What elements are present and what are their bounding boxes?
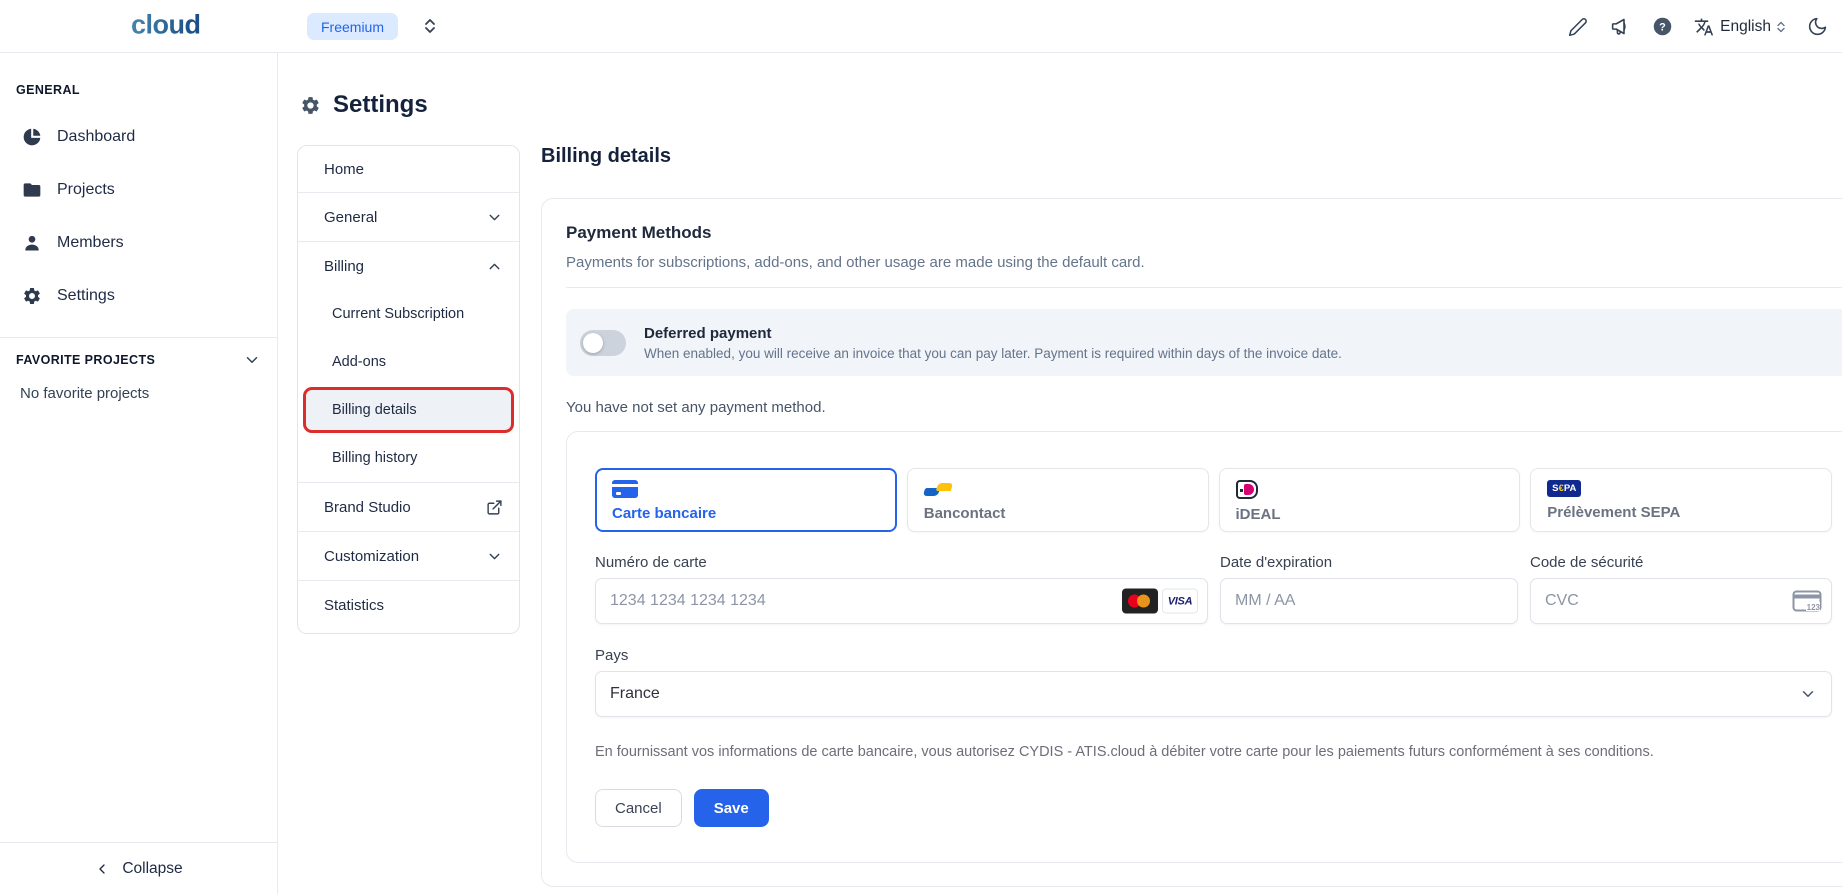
- toggle-knob: [583, 332, 603, 353]
- nav-item-home[interactable]: Home: [324, 160, 365, 178]
- annotation-red-box: Billing details: [298, 386, 519, 434]
- plan-badge[interactable]: Freemium: [307, 13, 399, 40]
- country-label: Pays: [595, 647, 629, 664]
- page-title: Settings: [333, 91, 428, 118]
- country-value: France: [610, 685, 660, 702]
- cvc-input[interactable]: [1530, 578, 1832, 624]
- card-number-input[interactable]: [595, 578, 1208, 624]
- sidebar-item-members[interactable]: Members: [0, 216, 277, 269]
- sidebar-collapse-button[interactable]: Collapse: [0, 842, 277, 894]
- bancontact-icon: [922, 482, 954, 498]
- expiry-label: Date d'expiration: [1220, 554, 1333, 571]
- nav-item-customization[interactable]: Customization: [298, 531, 519, 580]
- megaphone-icon[interactable]: [1609, 16, 1631, 38]
- payment-method-tabs: Carte bancaire Bancontact iDEAL S € PA Pré…: [595, 468, 1832, 532]
- nav-item-billing[interactable]: Billing: [298, 241, 519, 290]
- ideal-icon: [1235, 480, 1258, 499]
- card-number-field-group: Numéro de carte VISA: [595, 554, 1208, 624]
- mastercard-icon: [1122, 588, 1158, 614]
- chevron-up-icon: [486, 258, 503, 275]
- page-title-row: Settings: [300, 91, 428, 119]
- svg-text:?: ?: [1659, 21, 1666, 33]
- content-area: Settings Home General Billing Current Su…: [278, 53, 1842, 894]
- tab-sepa[interactable]: S € PA Prélèvement SEPA: [1530, 468, 1832, 532]
- sidebar: GENERAL Dashboard Projects Members Setti…: [0, 53, 278, 894]
- save-button[interactable]: Save: [693, 789, 769, 827]
- chevron-left-icon: [99, 863, 106, 874]
- nav-item-general[interactable]: General: [298, 192, 519, 241]
- card-icon: [612, 480, 638, 498]
- person-icon: [25, 235, 39, 250]
- billing-details-heading: Billing details: [541, 145, 672, 167]
- divider: [566, 287, 1842, 288]
- help-icon[interactable]: ?: [1651, 16, 1673, 38]
- nav-item-current-subscription[interactable]: Current Subscription: [332, 306, 465, 322]
- nav-item-billing-details[interactable]: Billing details: [303, 387, 514, 433]
- pie-chart-icon: [23, 128, 41, 145]
- cvc-card-icon: 123: [1792, 590, 1822, 612]
- card-subtitle: Payments for subscriptions, add-ons, and…: [566, 254, 1145, 271]
- sidebar-item-dashboard[interactable]: Dashboard: [0, 110, 277, 163]
- language-caret-icon: [1776, 21, 1786, 33]
- country-select[interactable]: France: [595, 671, 1832, 717]
- visa-icon: VISA: [1162, 588, 1198, 614]
- sidebar-item-settings[interactable]: Settings: [0, 269, 277, 322]
- sidebar-section-favorites[interactable]: FAVORITE PROJECTS: [16, 351, 261, 369]
- sidebar-item-label: Members: [57, 233, 124, 251]
- language-selector[interactable]: English: [1693, 16, 1786, 38]
- topbar-actions: ? English: [1567, 0, 1828, 53]
- gear-icon: [302, 96, 319, 114]
- tab-bancontact[interactable]: Bancontact: [906, 468, 1209, 532]
- deferred-payment-description: When enabled, you will receive an invoic…: [644, 345, 1342, 361]
- sidebar-item-projects[interactable]: Projects: [0, 163, 277, 216]
- plan-switcher-caret-icon[interactable]: [416, 12, 444, 40]
- chevron-down-icon: [486, 548, 503, 565]
- payment-form-card: Carte bancaire Bancontact iDEAL S € PA Pré…: [566, 431, 1842, 863]
- cancel-button[interactable]: Cancel: [595, 789, 682, 827]
- app-logo[interactable]: cloud: [131, 9, 201, 40]
- card-number-label: Numéro de carte: [595, 554, 707, 571]
- svg-text:123: 123: [1807, 603, 1821, 612]
- favorites-empty-text: No favorite projects: [20, 385, 150, 402]
- sepa-icon: S € PA: [1547, 480, 1582, 497]
- expiry-field-group: Date d'expiration: [1220, 554, 1518, 624]
- gear-icon: [24, 287, 40, 304]
- chevron-down-icon: [1799, 685, 1817, 703]
- language-label: English: [1720, 17, 1771, 35]
- nav-item-billing-history[interactable]: Billing history: [332, 450, 418, 466]
- no-payment-method-notice: You have not set any payment method.: [566, 399, 826, 416]
- card-title: Payment Methods: [566, 223, 712, 242]
- tab-carte-bancaire[interactable]: Carte bancaire: [595, 468, 897, 532]
- moon-icon[interactable]: [1806, 16, 1828, 38]
- nav-item-brand-studio[interactable]: Brand Studio: [298, 482, 519, 531]
- top-bar: cloud Freemium ? English: [0, 0, 1842, 53]
- nav-item-statistics[interactable]: Statistics: [298, 580, 519, 629]
- payment-methods-card: Payment Methods Payments for subscriptio…: [541, 198, 1842, 887]
- card-brand-icons: VISA: [1122, 588, 1198, 614]
- sidebar-divider: [0, 337, 277, 338]
- tab-ideal[interactable]: iDEAL: [1218, 468, 1521, 532]
- nav-item-add-ons[interactable]: Add-ons: [332, 354, 387, 370]
- sidebar-item-label: Projects: [57, 180, 115, 198]
- cvc-label: Code de sécurité: [1530, 554, 1644, 571]
- sidebar-item-label: Dashboard: [57, 127, 136, 145]
- chevron-down-icon: [486, 209, 503, 226]
- deferred-payment-toggle[interactable]: [580, 329, 626, 356]
- settings-nav: Home General Billing Current Subscriptio…: [297, 145, 520, 634]
- sidebar-item-label: Settings: [57, 286, 115, 304]
- sidebar-section-general: GENERAL: [16, 83, 80, 97]
- deferred-payment-row: Deferred payment When enabled, you will …: [566, 309, 1842, 376]
- legal-text: En fournissant vos informations de carte…: [595, 744, 1654, 760]
- deferred-payment-title: Deferred payment: [644, 324, 772, 342]
- chevron-down-icon[interactable]: [243, 351, 261, 369]
- country-field-group: Pays France: [595, 647, 1832, 717]
- pencil-icon[interactable]: [1567, 16, 1589, 38]
- translate-icon: [1693, 16, 1715, 38]
- expiry-input[interactable]: [1220, 578, 1518, 624]
- external-link-icon: [486, 499, 503, 516]
- folder-icon: [23, 182, 41, 197]
- cvc-field-group: Code de sécurité 123: [1530, 554, 1832, 624]
